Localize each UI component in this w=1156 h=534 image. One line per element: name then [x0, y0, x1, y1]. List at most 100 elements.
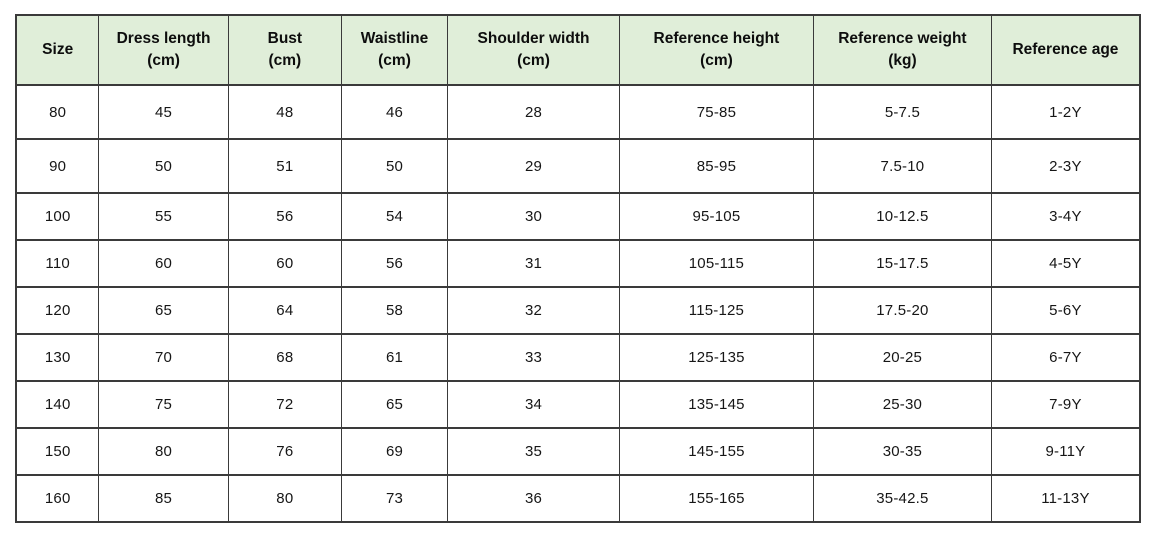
header-label: Shoulder width [477, 29, 590, 47]
header-cell-dress-length: Dress length (cm) [98, 14, 229, 86]
table-cell: 2-3Y [990, 138, 1141, 194]
header-label: Reference height [653, 29, 780, 47]
header-cell-bust: Bust (cm) [227, 14, 342, 86]
table-cell: 130 [15, 333, 100, 382]
table-cell: 31 [447, 239, 620, 288]
table-cell: 35-42.5 [812, 474, 992, 523]
table-row-size-140: 140 75 72 65 34 135-145 25-30 7-9Y [15, 380, 1141, 429]
table-cell: 60 [98, 239, 229, 288]
table-cell: 11-13Y [990, 474, 1141, 523]
header-unit: (cm) [147, 52, 180, 69]
table-cell: 85 [98, 474, 229, 523]
table-cell: 75 [98, 380, 229, 429]
header-label: Reference age [1012, 40, 1119, 58]
header-label: Bust [267, 29, 303, 47]
table-cell: 64 [227, 286, 342, 335]
table-cell: 17.5-20 [812, 286, 992, 335]
header-unit: (cm) [378, 52, 411, 69]
table-cell: 5-6Y [990, 286, 1141, 335]
table-row-size-150: 150 80 76 69 35 145-155 30-35 9-11Y [15, 427, 1141, 476]
table-cell: 95-105 [618, 192, 814, 241]
table-cell: 58 [340, 286, 449, 335]
table-cell: 54 [340, 192, 449, 241]
table-cell: 34 [447, 380, 620, 429]
header-label: Size [42, 40, 74, 58]
table-row-size-110: 110 60 60 56 31 105-115 15-17.5 4-5Y [15, 239, 1141, 288]
table-cell: 55 [98, 192, 229, 241]
header-unit: (cm) [268, 52, 302, 69]
table-row-size-130: 130 70 68 61 33 125-135 20-25 6-7Y [15, 333, 1141, 382]
table-cell: 76 [227, 427, 342, 476]
table-cell: 7.5-10 [812, 138, 992, 194]
table-cell: 56 [340, 239, 449, 288]
table-cell: 70 [98, 333, 229, 382]
table-cell: 85-95 [618, 138, 814, 194]
table-cell: 50 [98, 138, 229, 194]
table-cell: 36 [447, 474, 620, 523]
table-cell: 65 [98, 286, 229, 335]
header-cell-reference-age: Reference age [990, 14, 1141, 86]
size-chart-table: Size Dress length (cm) Bust (cm) Waistline (cm… [15, 14, 1141, 523]
header-unit: (cm) [517, 52, 550, 69]
header-unit: (cm) [700, 52, 733, 69]
table-header: Size Dress length (cm) Bust (cm) Waistline (cm… [15, 14, 1141, 86]
table-cell: 35 [447, 427, 620, 476]
header-label: Reference weight [838, 29, 967, 47]
table-cell: 3-4Y [990, 192, 1141, 241]
table-cell: 140 [15, 380, 100, 429]
table-cell: 56 [227, 192, 342, 241]
table-cell: 10-12.5 [812, 192, 992, 241]
table-cell: 80 [227, 474, 342, 523]
table-cell: 5-7.5 [812, 84, 992, 140]
table-row-size-80: 80 45 48 46 28 75-85 5-7.5 1-2Y [15, 84, 1141, 140]
table-cell: 115-125 [618, 286, 814, 335]
header-unit: (kg) [888, 52, 917, 69]
table-cell: 28 [447, 84, 620, 140]
header-cell-reference-height: Reference height (cm) [618, 14, 814, 86]
table-cell: 100 [15, 192, 100, 241]
table-cell: 46 [340, 84, 449, 140]
table-cell: 51 [227, 138, 342, 194]
table-cell: 6-7Y [990, 333, 1141, 382]
table-cell: 60 [227, 239, 342, 288]
header-label: Waistline [360, 29, 429, 47]
table-cell: 50 [340, 138, 449, 194]
table-cell: 68 [227, 333, 342, 382]
table-cell: 90 [15, 138, 100, 194]
table-row-size-90: 90 50 51 50 29 85-95 7.5-10 2-3Y [15, 138, 1141, 194]
table-cell: 7-9Y [990, 380, 1141, 429]
table-cell: 48 [227, 84, 342, 140]
table-cell: 9-11Y [990, 427, 1141, 476]
table-cell: 20-25 [812, 333, 992, 382]
table-cell: 33 [447, 333, 620, 382]
table-cell: 25-30 [812, 380, 992, 429]
table-cell: 32 [447, 286, 620, 335]
table-cell: 160 [15, 474, 100, 523]
table-cell: 80 [15, 84, 100, 140]
table-cell: 65 [340, 380, 449, 429]
table-cell: 30-35 [812, 427, 992, 476]
table-row-size-120: 120 65 64 58 32 115-125 17.5-20 5-6Y [15, 286, 1141, 335]
header-row: Size Dress length (cm) Bust (cm) Waistline (cm… [15, 14, 1141, 86]
table-cell: 69 [340, 427, 449, 476]
table-cell: 105-115 [618, 239, 814, 288]
table-cell: 150 [15, 427, 100, 476]
table-body: 80 45 48 46 28 75-85 5-7.5 1-2Y 90 50 51 50 29 85-95 7… [15, 84, 1141, 523]
table-cell: 15-17.5 [812, 239, 992, 288]
table-cell: 145-155 [618, 427, 814, 476]
table-cell: 4-5Y [990, 239, 1141, 288]
table-cell: 30 [447, 192, 620, 241]
table-cell: 135-145 [618, 380, 814, 429]
header-cell-shoulder-width: Shoulder width (cm) [447, 14, 620, 86]
table-cell: 45 [98, 84, 229, 140]
table-cell: 61 [340, 333, 449, 382]
table-cell: 125-135 [618, 333, 814, 382]
table-cell: 29 [447, 138, 620, 194]
table-cell: 72 [227, 380, 342, 429]
table-row-size-100: 100 55 56 54 30 95-105 10-12.5 3-4Y [15, 192, 1141, 241]
table-row-size-160: 160 85 80 73 36 155-165 35-42.5 11-13Y [15, 474, 1141, 523]
table-cell: 73 [340, 474, 449, 523]
table-cell: 75-85 [618, 84, 814, 140]
header-cell-size: Size [15, 14, 100, 86]
